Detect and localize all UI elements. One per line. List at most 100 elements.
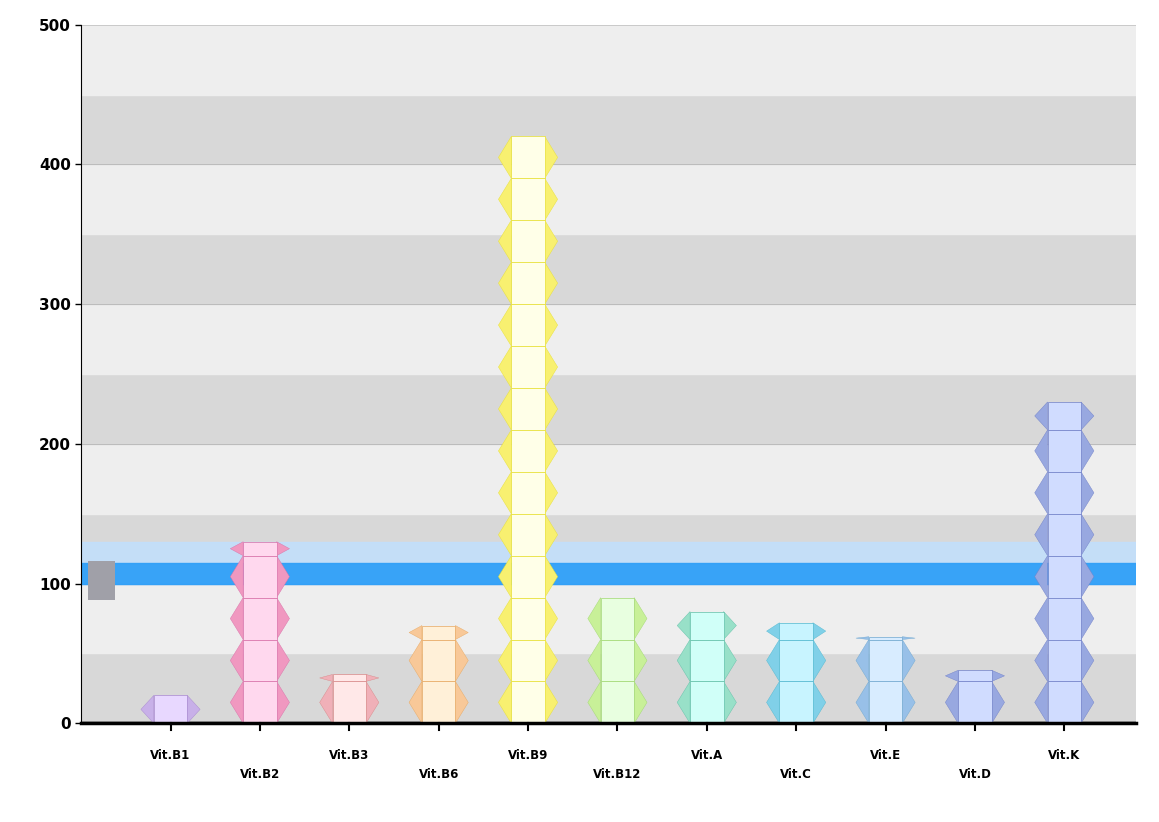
Polygon shape	[723, 681, 736, 723]
Text: Vit.C: Vit.C	[780, 768, 812, 781]
FancyBboxPatch shape	[511, 304, 545, 346]
Polygon shape	[1081, 430, 1094, 472]
FancyBboxPatch shape	[333, 681, 366, 723]
FancyBboxPatch shape	[511, 514, 545, 556]
Polygon shape	[545, 430, 557, 472]
Polygon shape	[455, 640, 468, 681]
Polygon shape	[498, 388, 511, 430]
Polygon shape	[498, 346, 511, 388]
FancyBboxPatch shape	[243, 598, 277, 640]
FancyBboxPatch shape	[958, 681, 992, 723]
FancyBboxPatch shape	[511, 472, 545, 514]
FancyBboxPatch shape	[511, 598, 545, 640]
Polygon shape	[1035, 598, 1048, 640]
Polygon shape	[812, 623, 825, 640]
Polygon shape	[903, 637, 916, 640]
Polygon shape	[320, 674, 333, 681]
Text: Vit.B1: Vit.B1	[151, 749, 190, 761]
Polygon shape	[366, 681, 379, 723]
FancyBboxPatch shape	[1048, 640, 1081, 681]
Polygon shape	[1081, 514, 1094, 556]
Polygon shape	[277, 556, 290, 598]
FancyBboxPatch shape	[1048, 472, 1081, 514]
Polygon shape	[277, 542, 290, 556]
Polygon shape	[588, 681, 600, 723]
Polygon shape	[1081, 556, 1094, 598]
FancyBboxPatch shape	[511, 136, 545, 178]
FancyBboxPatch shape	[869, 637, 903, 640]
FancyBboxPatch shape	[243, 556, 277, 598]
Polygon shape	[634, 598, 647, 640]
Polygon shape	[634, 681, 647, 723]
Polygon shape	[677, 640, 690, 681]
Polygon shape	[766, 640, 780, 681]
Text: Vit.K: Vit.K	[1048, 749, 1080, 761]
Polygon shape	[409, 626, 422, 640]
Polygon shape	[588, 640, 600, 681]
FancyBboxPatch shape	[600, 640, 634, 681]
Text: Vit.A: Vit.A	[691, 749, 723, 761]
Polygon shape	[812, 681, 825, 723]
Polygon shape	[545, 220, 557, 262]
Polygon shape	[277, 681, 290, 723]
Polygon shape	[409, 640, 422, 681]
Polygon shape	[498, 472, 511, 514]
FancyBboxPatch shape	[1048, 556, 1081, 598]
Polygon shape	[1035, 556, 1048, 598]
Bar	[81, 584, 1136, 653]
Polygon shape	[366, 674, 379, 681]
Polygon shape	[1035, 514, 1048, 556]
Polygon shape	[277, 640, 290, 681]
Polygon shape	[231, 542, 243, 556]
Text: Vit.D: Vit.D	[958, 768, 991, 781]
Text: Vit.B9: Vit.B9	[508, 749, 548, 761]
FancyBboxPatch shape	[1048, 681, 1081, 723]
Polygon shape	[723, 612, 736, 640]
Polygon shape	[320, 681, 333, 723]
Polygon shape	[545, 304, 557, 346]
Polygon shape	[857, 640, 869, 681]
Bar	[81, 164, 1136, 234]
Polygon shape	[545, 598, 557, 640]
FancyBboxPatch shape	[690, 612, 723, 640]
Polygon shape	[992, 681, 1005, 723]
Text: Vit.B12: Vit.B12	[593, 768, 642, 781]
FancyBboxPatch shape	[154, 695, 188, 723]
FancyBboxPatch shape	[422, 626, 455, 640]
FancyBboxPatch shape	[600, 681, 634, 723]
Polygon shape	[1081, 402, 1094, 430]
FancyBboxPatch shape	[333, 674, 366, 681]
Polygon shape	[588, 598, 600, 640]
FancyBboxPatch shape	[780, 681, 812, 723]
Polygon shape	[231, 598, 243, 640]
FancyBboxPatch shape	[422, 640, 455, 681]
Polygon shape	[992, 670, 1005, 681]
Polygon shape	[498, 640, 511, 681]
FancyBboxPatch shape	[88, 561, 115, 600]
Bar	[81, 25, 1136, 95]
FancyBboxPatch shape	[243, 681, 277, 723]
Polygon shape	[1081, 472, 1094, 514]
FancyBboxPatch shape	[780, 640, 812, 681]
Polygon shape	[498, 514, 511, 556]
FancyBboxPatch shape	[511, 178, 545, 220]
Polygon shape	[545, 346, 557, 388]
FancyBboxPatch shape	[511, 681, 545, 723]
Bar	[81, 514, 1136, 584]
Polygon shape	[545, 472, 557, 514]
Polygon shape	[188, 695, 201, 723]
Polygon shape	[1035, 681, 1048, 723]
Polygon shape	[231, 556, 243, 598]
Polygon shape	[766, 623, 780, 640]
FancyBboxPatch shape	[1048, 402, 1081, 430]
FancyBboxPatch shape	[869, 681, 903, 723]
FancyBboxPatch shape	[1048, 598, 1081, 640]
FancyBboxPatch shape	[511, 430, 545, 472]
Polygon shape	[545, 388, 557, 430]
Polygon shape	[903, 640, 916, 681]
Bar	[81, 653, 1136, 723]
Bar	[81, 234, 1136, 304]
Polygon shape	[409, 681, 422, 723]
FancyBboxPatch shape	[511, 388, 545, 430]
Polygon shape	[545, 178, 557, 220]
